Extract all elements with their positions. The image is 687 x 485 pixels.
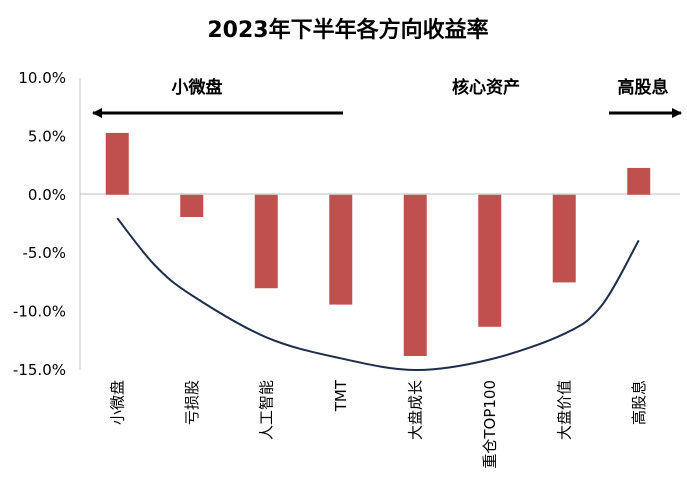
bar [403, 194, 427, 356]
x-tick-label: 亏损股 [183, 380, 201, 425]
x-tick-label: 小微盘 [108, 380, 126, 425]
x-tick-label: 大盘价值 [555, 380, 573, 440]
trend-curve-layer [116, 217, 640, 372]
y-tick-label: 5.0% [28, 127, 66, 145]
annotation-middle-label: 核心资产 [452, 77, 520, 98]
bar-series [105, 132, 651, 356]
x-tick-label: 大盘成长 [406, 380, 424, 440]
bar [627, 167, 651, 195]
annotation-right-label: 高股息 [618, 77, 669, 98]
bar [478, 194, 502, 327]
bar [254, 194, 278, 289]
y-tick-label: -5.0% [22, 244, 66, 262]
y-tick-label: -10.0% [13, 303, 66, 321]
bar [552, 194, 576, 283]
x-tick-label: 人工智能 [257, 380, 275, 440]
x-axis-tick-labels: 小微盘 亏损股 人工智能 TMT 大盘成长 重仓TOP100 大盘价值 高股息 [108, 379, 648, 468]
y-tick-label: 10.0% [18, 69, 66, 87]
y-tick-label: 0.0% [28, 186, 66, 204]
x-tick-label: TMT [332, 379, 350, 412]
bar [329, 194, 353, 305]
bar [105, 132, 129, 195]
y-tick-label: -15.0% [13, 361, 66, 379]
x-tick-label: 高股息 [630, 380, 648, 425]
bar [180, 194, 204, 217]
y-axis-tick-labels: 10.0% 5.0% 0.0% -5.0% -10.0% -15.0% [13, 69, 66, 379]
x-tick-label: 重仓TOP100 [481, 380, 499, 469]
chart-title: 2023年下半年各方向收益率 [207, 17, 488, 43]
annotation-left-label: 小微盘 [172, 77, 223, 98]
trend-curve [116, 217, 640, 372]
